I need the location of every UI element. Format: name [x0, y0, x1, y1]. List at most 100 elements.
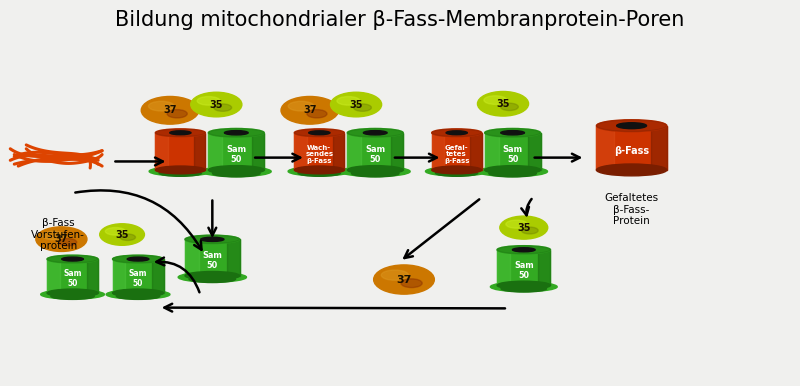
- Ellipse shape: [597, 120, 666, 132]
- Ellipse shape: [155, 129, 206, 137]
- Ellipse shape: [189, 276, 235, 283]
- Ellipse shape: [47, 255, 98, 263]
- Ellipse shape: [347, 129, 403, 137]
- Ellipse shape: [597, 120, 666, 132]
- Ellipse shape: [363, 130, 387, 135]
- Text: β-Fass
Vorstufen-
protein: β-Fass Vorstufen- protein: [31, 218, 85, 251]
- Circle shape: [500, 216, 548, 239]
- Polygon shape: [113, 259, 163, 293]
- Polygon shape: [208, 133, 264, 170]
- Text: 37: 37: [163, 105, 177, 115]
- Text: 35: 35: [517, 223, 530, 233]
- Ellipse shape: [106, 290, 170, 299]
- Ellipse shape: [113, 255, 163, 263]
- Polygon shape: [347, 133, 403, 170]
- Polygon shape: [155, 133, 168, 170]
- Ellipse shape: [201, 237, 224, 241]
- Ellipse shape: [497, 245, 550, 254]
- Ellipse shape: [347, 166, 403, 174]
- Ellipse shape: [41, 290, 105, 299]
- Text: 35: 35: [496, 99, 510, 109]
- Text: β-Fass: β-Fass: [614, 146, 649, 156]
- Ellipse shape: [351, 170, 399, 177]
- Polygon shape: [538, 250, 550, 285]
- Circle shape: [190, 92, 242, 117]
- Text: Sam
50: Sam 50: [226, 145, 246, 164]
- Text: Bildung mitochondrialer β-Fass-Membranprotein-Poren: Bildung mitochondrialer β-Fass-Membranpr…: [115, 10, 685, 30]
- Text: Gefal-
tetes
β-Fass: Gefal- tetes β-Fass: [444, 145, 470, 164]
- Text: 37: 37: [54, 234, 68, 244]
- Polygon shape: [152, 259, 163, 293]
- Ellipse shape: [47, 255, 98, 263]
- Ellipse shape: [401, 279, 422, 288]
- Ellipse shape: [426, 167, 488, 176]
- Polygon shape: [227, 239, 240, 276]
- Ellipse shape: [522, 227, 538, 234]
- Text: Sam
50: Sam 50: [63, 269, 82, 288]
- Ellipse shape: [213, 170, 260, 177]
- Polygon shape: [294, 133, 344, 170]
- Ellipse shape: [354, 104, 371, 111]
- Text: 35: 35: [210, 100, 223, 110]
- Ellipse shape: [501, 285, 546, 292]
- Ellipse shape: [446, 131, 467, 135]
- Ellipse shape: [484, 96, 507, 104]
- Ellipse shape: [155, 166, 206, 174]
- Ellipse shape: [340, 166, 410, 176]
- Polygon shape: [390, 133, 403, 170]
- Polygon shape: [47, 259, 98, 293]
- Polygon shape: [597, 126, 614, 170]
- Text: 35: 35: [350, 100, 363, 110]
- Ellipse shape: [225, 130, 248, 135]
- Ellipse shape: [116, 293, 160, 300]
- Ellipse shape: [432, 166, 482, 174]
- Circle shape: [36, 227, 87, 251]
- Ellipse shape: [208, 166, 264, 174]
- Ellipse shape: [485, 129, 541, 137]
- Text: 37: 37: [396, 274, 412, 284]
- Ellipse shape: [307, 110, 327, 118]
- Ellipse shape: [617, 123, 646, 129]
- Ellipse shape: [149, 167, 212, 176]
- Ellipse shape: [432, 129, 482, 137]
- Polygon shape: [252, 133, 264, 170]
- Polygon shape: [470, 133, 482, 170]
- Ellipse shape: [185, 235, 240, 244]
- Text: 37: 37: [303, 105, 317, 115]
- Ellipse shape: [197, 96, 220, 105]
- Polygon shape: [347, 133, 362, 170]
- Polygon shape: [597, 126, 666, 170]
- Ellipse shape: [208, 129, 264, 137]
- Ellipse shape: [185, 271, 240, 280]
- Ellipse shape: [497, 245, 550, 254]
- Ellipse shape: [513, 248, 535, 252]
- Text: Wach-
sendes
β-Fass: Wach- sendes β-Fass: [306, 145, 334, 164]
- Polygon shape: [651, 126, 666, 170]
- Ellipse shape: [62, 257, 83, 261]
- Ellipse shape: [490, 282, 557, 292]
- Ellipse shape: [51, 293, 94, 300]
- Ellipse shape: [149, 101, 174, 111]
- Ellipse shape: [120, 234, 135, 240]
- Circle shape: [374, 265, 434, 294]
- Circle shape: [478, 91, 529, 116]
- Circle shape: [281, 96, 338, 124]
- Ellipse shape: [485, 129, 541, 137]
- Polygon shape: [294, 133, 307, 170]
- Ellipse shape: [178, 272, 246, 282]
- Polygon shape: [497, 250, 510, 285]
- Polygon shape: [155, 133, 206, 170]
- Text: Sam
50: Sam 50: [202, 251, 222, 270]
- Text: Gefaltetes
β-Fass-
Protein: Gefaltetes β-Fass- Protein: [605, 193, 658, 226]
- Ellipse shape: [506, 220, 527, 228]
- Ellipse shape: [485, 166, 541, 174]
- Ellipse shape: [294, 129, 344, 137]
- Ellipse shape: [294, 166, 344, 174]
- Ellipse shape: [167, 110, 187, 118]
- Polygon shape: [432, 133, 482, 170]
- Ellipse shape: [47, 289, 98, 297]
- Ellipse shape: [298, 170, 341, 176]
- Ellipse shape: [382, 270, 409, 280]
- Text: Sam
50: Sam 50: [129, 269, 147, 288]
- Text: Sam
50: Sam 50: [514, 261, 534, 280]
